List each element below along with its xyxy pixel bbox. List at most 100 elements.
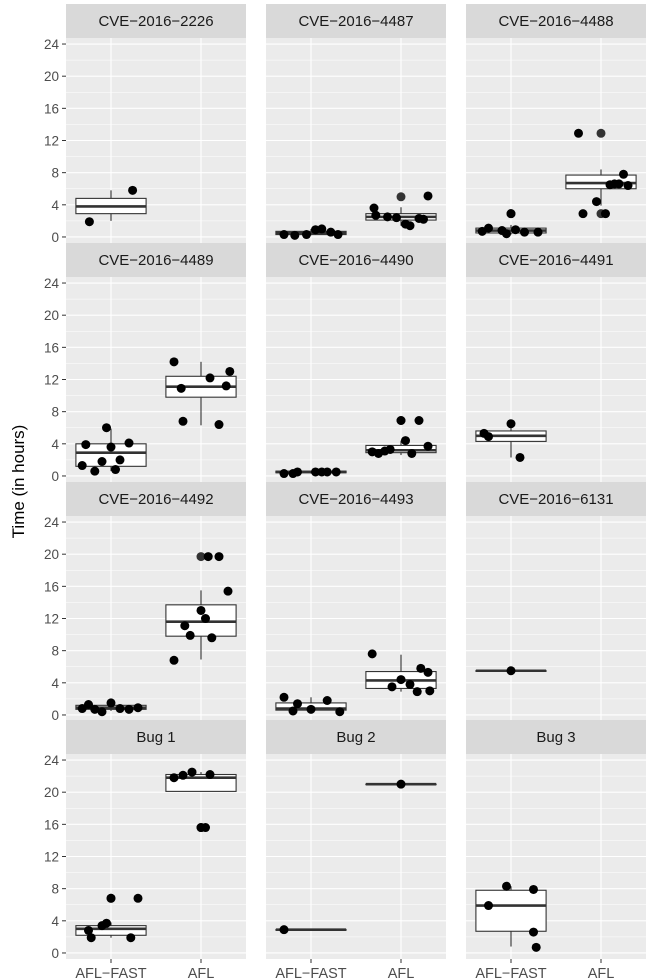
data-point [196, 605, 206, 615]
data-point [279, 925, 289, 935]
data-point [84, 217, 94, 227]
data-point [331, 467, 341, 477]
data-point [106, 698, 116, 708]
y-tick-label: 0 [51, 946, 59, 961]
data-point [306, 704, 316, 714]
data-point [405, 221, 415, 231]
data-point [419, 214, 428, 224]
data-point [102, 423, 111, 433]
data-point [592, 197, 601, 207]
y-tick-label: 16 [44, 340, 59, 355]
data-point [416, 663, 426, 673]
data-point [484, 223, 493, 233]
facet-panel: Bug 1 0 4 8 12 16 20 24 AFL−FAST AFL [44, 720, 246, 978]
y-tick-label: 4 [51, 676, 59, 691]
facet-strip [66, 482, 246, 516]
x-tick-label: AFL [188, 966, 215, 978]
data-point [84, 700, 93, 710]
y-tick-label: 12 [44, 850, 59, 865]
data-point [293, 699, 302, 709]
data-point [97, 707, 107, 717]
y-tick-label: 8 [51, 882, 59, 897]
facet-strip [66, 4, 246, 38]
data-point [124, 438, 134, 448]
data-point [414, 416, 424, 425]
data-point [506, 666, 516, 676]
facet-strip [266, 720, 446, 754]
y-tick-label: 20 [44, 69, 59, 84]
data-point [207, 633, 217, 643]
data-point [335, 707, 345, 717]
facet-panel: CVE−2016−6131 [466, 482, 646, 721]
facet-title: Bug 3 [536, 729, 575, 746]
data-point [178, 416, 188, 426]
data-point [533, 227, 543, 237]
data-point [106, 893, 116, 903]
facet-strip [466, 243, 646, 277]
y-tick-label: 12 [44, 612, 59, 627]
data-point [322, 696, 332, 705]
x-tick-label: AFL [388, 966, 415, 978]
x-tick-label: AFL [588, 966, 615, 978]
facet-strip [266, 243, 446, 277]
data-point [279, 230, 289, 240]
data-point [84, 925, 93, 935]
facet-strip [466, 720, 646, 754]
data-point [124, 704, 134, 714]
facet-panel: Bug 2 AFL−FAST AFL [266, 720, 446, 978]
data-point [187, 767, 197, 777]
data-point [322, 467, 332, 477]
outlier-point [196, 552, 206, 562]
y-tick-label: 4 [51, 198, 59, 213]
data-point [502, 881, 511, 891]
data-point [529, 927, 538, 937]
data-point [484, 432, 493, 442]
y-tick-label: 20 [44, 547, 59, 562]
facet-title: CVE−2016−4491 [498, 252, 613, 269]
data-point [326, 227, 336, 237]
x-tick-label: AFL−FAST [275, 966, 346, 978]
data-point [506, 209, 516, 219]
data-point [178, 770, 188, 780]
data-point [574, 128, 583, 138]
data-point [367, 649, 377, 659]
data-point [396, 416, 406, 425]
facet-panel: CVE−2016−4492 0 4 8 12 16 20 24 [44, 482, 246, 723]
data-point [317, 224, 327, 234]
outlier-point [396, 192, 406, 202]
data-point [225, 366, 235, 376]
y-tick-label: 20 [44, 785, 59, 800]
data-point [169, 357, 179, 367]
x-tick-label: AFL−FAST [475, 966, 546, 978]
data-point [302, 230, 311, 240]
y-tick-label: 4 [51, 437, 59, 452]
data-point [371, 210, 381, 220]
data-point [205, 770, 215, 779]
data-point [115, 704, 125, 714]
data-point [425, 686, 435, 696]
facet-title: CVE−2016−6131 [498, 491, 613, 508]
data-point [405, 679, 415, 689]
data-point [214, 552, 224, 562]
facet-panel: Bug 3 AFL−FAST AFL [466, 720, 646, 978]
facet-strip [66, 243, 246, 277]
y-tick-label: 0 [51, 469, 59, 484]
y-tick-label: 24 [44, 515, 60, 530]
y-tick-label: 16 [44, 101, 59, 116]
data-point [520, 227, 529, 237]
facet-panel: CVE−2016−4491 [466, 243, 646, 482]
facet-strip [466, 482, 646, 516]
y-tick-label: 12 [44, 134, 59, 149]
data-point [387, 682, 397, 692]
y-tick-label: 4 [51, 914, 59, 929]
data-point [201, 823, 210, 833]
y-tick-label: 16 [44, 579, 59, 594]
data-point [133, 703, 143, 713]
data-point [531, 942, 541, 952]
data-point [90, 466, 100, 476]
data-point [133, 893, 143, 903]
data-point [106, 442, 116, 452]
data-point [423, 667, 433, 677]
data-point [102, 918, 111, 928]
data-point [614, 179, 624, 189]
